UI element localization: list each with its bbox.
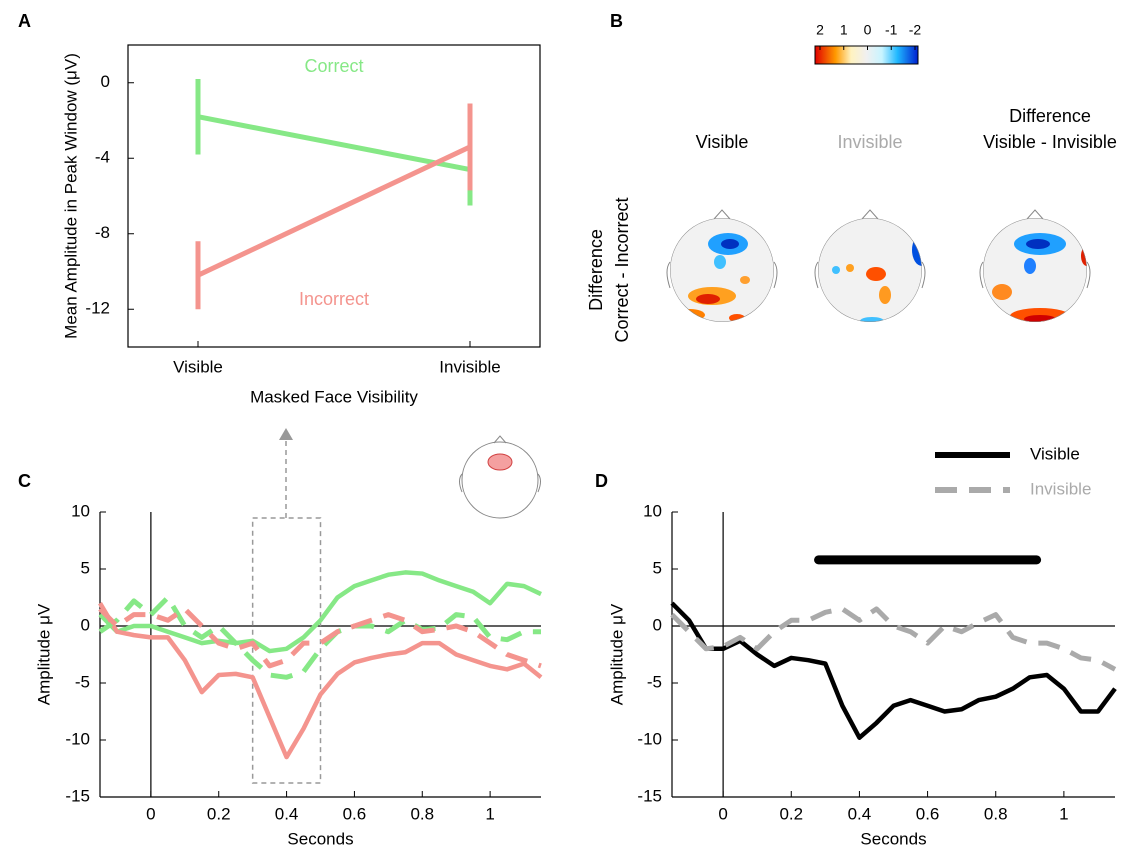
series-label: Incorrect [299,289,369,309]
x-tick-label: 1 [1059,804,1068,823]
x-tick-label: 1 [485,804,494,823]
panel-letter: D [595,471,608,491]
y-tick-label: -15 [65,786,90,805]
colorbar-tick-label: 1 [840,22,848,38]
y-tick-label: -12 [85,299,110,318]
peak-window [251,517,322,784]
x-tick-label: 0.4 [275,804,299,823]
y-tick-label: -5 [75,672,90,691]
panel-letter: C [18,471,31,491]
series-label: Correct [304,56,363,76]
x-tick-label: 0.6 [916,804,940,823]
y-tick-label: -10 [65,729,90,748]
x-axis-label: Seconds [860,829,926,848]
x-tick-label: 0.2 [779,804,803,823]
x-tick-label: 0 [718,804,727,823]
x-tick-label: Visible [173,357,223,376]
x-tick-label: 0.4 [848,804,872,823]
y-tick-label: 0 [101,72,110,91]
x-tick-label: Invisible [439,357,500,376]
y-tick-label: 0 [653,615,662,634]
window-arrow [279,428,293,518]
series-line [197,114,471,173]
y-tick-label: -10 [637,729,662,748]
y-axis-label: Amplitude μV [34,603,53,705]
series-line [670,606,1117,672]
x-axis-label: Seconds [287,829,353,848]
x-tick-label: 0.8 [410,804,434,823]
colorbar [814,45,919,65]
panel-letter: A [18,11,31,31]
y-tick-label: 10 [643,501,662,520]
y-tick-label: -8 [95,223,110,242]
series-line [98,606,542,669]
y-tick-label: -5 [647,672,662,691]
column-title: Invisible [837,132,902,152]
y-axis-label: Amplitude μV [607,603,626,705]
series-line [196,144,472,278]
topo-difference [983,218,1087,322]
y-axis-label: Mean Amplitude in Peak Window (μV) [61,53,80,339]
head-inset [459,435,541,519]
colorbar-tick-label: -2 [909,22,922,38]
colorbar-tick-label: 0 [864,22,872,38]
column-title: Difference [1009,106,1091,126]
y-tick-label: -15 [637,786,662,805]
y-tick-label: 0 [81,615,90,634]
x-tick-label: 0.8 [984,804,1008,823]
panel-letter: B [610,11,623,31]
topo-invisible [818,218,922,322]
series-line [670,601,1117,740]
y-tick-label: 5 [653,558,662,577]
x-tick-label: 0.2 [207,804,231,823]
colorbar-tick-label: 2 [816,22,824,38]
column-title: Visible [696,132,749,152]
y-tick-label: 10 [71,501,90,520]
x-tick-label: 0.6 [343,804,367,823]
row-label: Correct - Incorrect [612,197,632,342]
colorbar-tick-label: -1 [885,22,898,38]
series-line [98,602,543,760]
plot-frame [127,44,541,348]
head-map [666,209,1091,289]
row-label: Difference [586,229,606,311]
topo-visible [670,218,774,322]
x-tick-label: 0 [146,804,155,823]
y-tick-label: -4 [95,148,110,167]
x-axis-label: Masked Face Visibility [250,387,418,406]
legend-label: Invisible [1030,479,1091,498]
y-tick-label: 5 [81,558,90,577]
series-line [98,570,542,654]
column-title: Visible - Invisible [983,132,1117,152]
legend-label: Visible [1030,444,1080,463]
series-line [98,595,541,680]
